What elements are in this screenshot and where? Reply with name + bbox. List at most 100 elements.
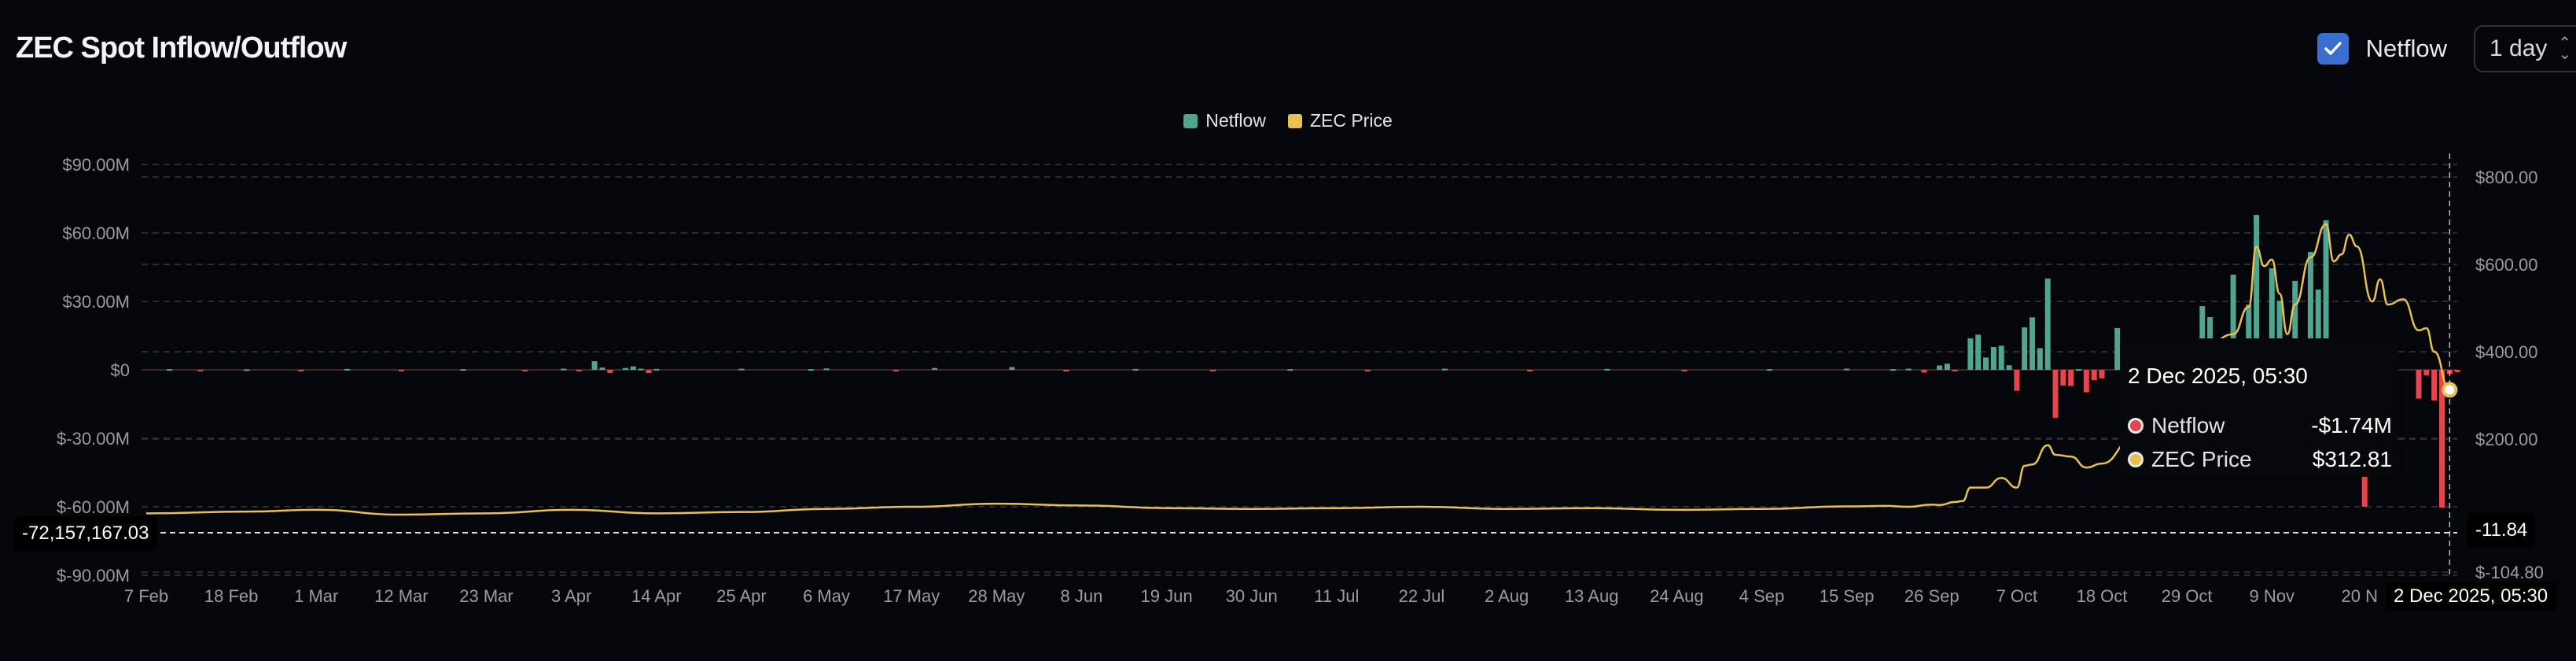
x-axis-tick: 7 Oct [1996,586,2038,606]
netflow-bar [1441,368,1448,371]
x-axis-tick: 1 Mar [294,586,338,606]
tooltip-label: Netflow [2151,413,2225,438]
netflow-bar [2423,370,2430,375]
legend-item-zec-price[interactable]: ZEC Price [1287,110,1393,131]
chart-legend: Netflow ZEC Price [0,110,2576,131]
x-axis-tick: 4 Sep [1739,586,1785,606]
netflow-bar [823,368,830,371]
left-axis-tick: $60.00M [62,223,130,243]
netflow-bar [1905,368,1912,371]
tooltip-value: $312.81 [2312,447,2392,471]
netflow-bar [2276,301,2283,370]
netflow-bar [522,370,528,371]
netflow-bar [2037,348,2043,370]
x-axis-tick: 9 Nov [2250,586,2294,606]
x-axis-tick: 30 Jun [1226,586,1278,606]
netflow-bar [1364,370,1371,371]
netflow-bar [2044,279,2051,370]
netflow-bar [638,368,644,371]
netflow-bar [2254,215,2260,370]
netflow-checkbox[interactable] [2317,33,2349,65]
netflow-bar [1990,347,1996,370]
left-axis-tick: $-30.00M [57,429,130,449]
right-axis-tick: $600.00 [2475,255,2538,275]
right-axis-tick: $-104.80 [2475,563,2544,582]
netflow-bar [1921,370,1927,373]
netflow-bar [630,366,636,370]
netflow-bar [599,367,605,370]
netflow-bar [2416,370,2422,399]
netflow-bar [2114,327,2121,370]
legend-swatch-price [1287,113,1302,128]
legend-label: ZEC Price [1309,110,1393,131]
tooltip-label: ZEC Price [2151,447,2252,471]
tooltip-row-netflow: Netflow -$1.74M [2128,413,2392,438]
netflow-bar [1527,370,1533,371]
netflow-checkbox-label[interactable]: Netflow [2365,35,2447,62]
netflow-bar [2431,370,2438,401]
netflow-bar [2099,370,2105,379]
updown-chevron-icon: ⌃ ⌄ [2558,35,2572,63]
x-axis-tick: 11 Jul [1314,586,1359,606]
right-axis-tick: $800.00 [2475,168,2538,187]
netflow-bar [2269,268,2275,370]
x-axis-tick: 8 Jun [1061,586,1103,606]
netflow-bar [1009,367,1015,370]
x-axis-tick: 14 Apr [631,586,682,606]
tooltip-value: -$1.74M [2311,413,2392,438]
tooltip-row-price: ZEC Price $312.81 [2128,447,2392,472]
netflow-bar [344,368,351,371]
legend-item-netflow[interactable]: Netflow [1183,110,1266,131]
x-axis-tick: 20 N [2342,586,2378,606]
checkmark-icon [2324,42,2342,55]
x-axis-tick: 28 May [968,586,1025,606]
netflow-bar [1132,368,1139,371]
x-axis-tick: 25 Apr [716,586,767,606]
x-axis-tick: 7 Feb [124,586,168,606]
x-axis-tick: 19 Jun [1141,586,1193,606]
netflow-bar [622,367,628,370]
netflow-bar [2022,327,2028,370]
netflow-bar [1063,370,1069,371]
x-axis-tick: 3 Apr [551,586,591,606]
netflow-bar [2307,252,2313,370]
netflow-dot-icon [2128,418,2144,434]
netflow-bar [2230,275,2236,370]
netflow-bar [1937,365,1943,370]
netflow-bar [1944,364,1950,370]
netflow-bar [1967,338,1974,370]
netflow-bar [1890,369,1897,371]
x-axis-tick: 22 Jul [1399,586,1445,606]
netflow-bar [2439,370,2445,508]
netflow-bar [653,368,660,371]
netflow-bar [1604,368,1610,371]
chart-controls: Netflow 1 day ⌃ ⌄ [2317,25,2576,72]
netflow-bar [2292,280,2298,370]
netflow-bar [2014,370,2020,391]
left-axis-tick: $90.00M [62,155,130,175]
page-title: ZEC Spot Inflow/Outflow [16,31,347,65]
x-axis-tick: 26 Sep [1904,586,1960,606]
netflow-bar [2006,365,2012,370]
price-hover-marker [2442,382,2458,398]
netflow-bar [2199,306,2206,370]
netflow-bar [576,370,582,371]
x-axis-tick: 2 Aug [1485,586,1529,606]
interval-select[interactable]: 1 day ⌃ ⌄ [2474,25,2576,72]
price-line [145,223,2450,516]
netflow-bar [1766,369,1772,371]
netflow-bar [591,360,598,370]
x-axis-tick: 15 Sep [1820,586,1875,606]
netflow-bar [1952,370,1958,371]
left-axis-tick: $30.00M [62,292,130,312]
left-axis-tick: $0 [111,360,130,380]
x-axis-tick: 17 May [883,586,940,606]
netflow-bar [1975,334,1982,370]
netflow-bar [244,369,250,371]
crosshair-right-label: -11.84 [2467,513,2536,548]
netflow-bar [2068,370,2074,386]
netflow-bar [1998,345,2004,370]
x-axis-tick: 13 Aug [1565,586,1619,606]
right-axis-tick: $200.00 [2475,430,2538,449]
